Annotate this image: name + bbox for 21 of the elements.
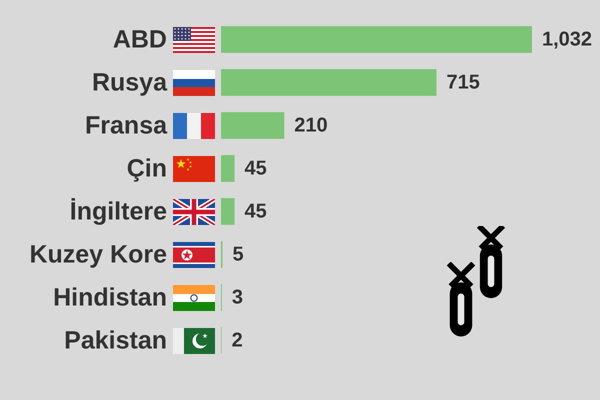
data-label: 45 [244,200,267,222]
y-tick-label: Kuzey Kore [29,240,168,268]
data-label: 1,032 [542,28,592,50]
y-tick-label: Hindistan [53,284,167,312]
data-label: 2 [232,330,243,352]
data-label: 45 [244,158,267,180]
bar [221,198,235,225]
y-tick-label: İngiltere [70,198,168,226]
y-tick-label: ABD [112,26,167,54]
y-tick-label: Rusya [92,68,168,96]
y-tick-label: Çin [126,154,167,182]
y-tick-label: Pakistan [64,326,167,354]
data-label: 3 [232,286,244,308]
data-label: 715 [446,72,480,94]
bar [221,69,436,96]
bar [221,26,532,53]
data-label: 5 [232,244,244,266]
data-label: 210 [294,114,328,136]
y-tick-label: Fransa [85,112,168,140]
bar [221,112,284,139]
bar [221,155,235,182]
